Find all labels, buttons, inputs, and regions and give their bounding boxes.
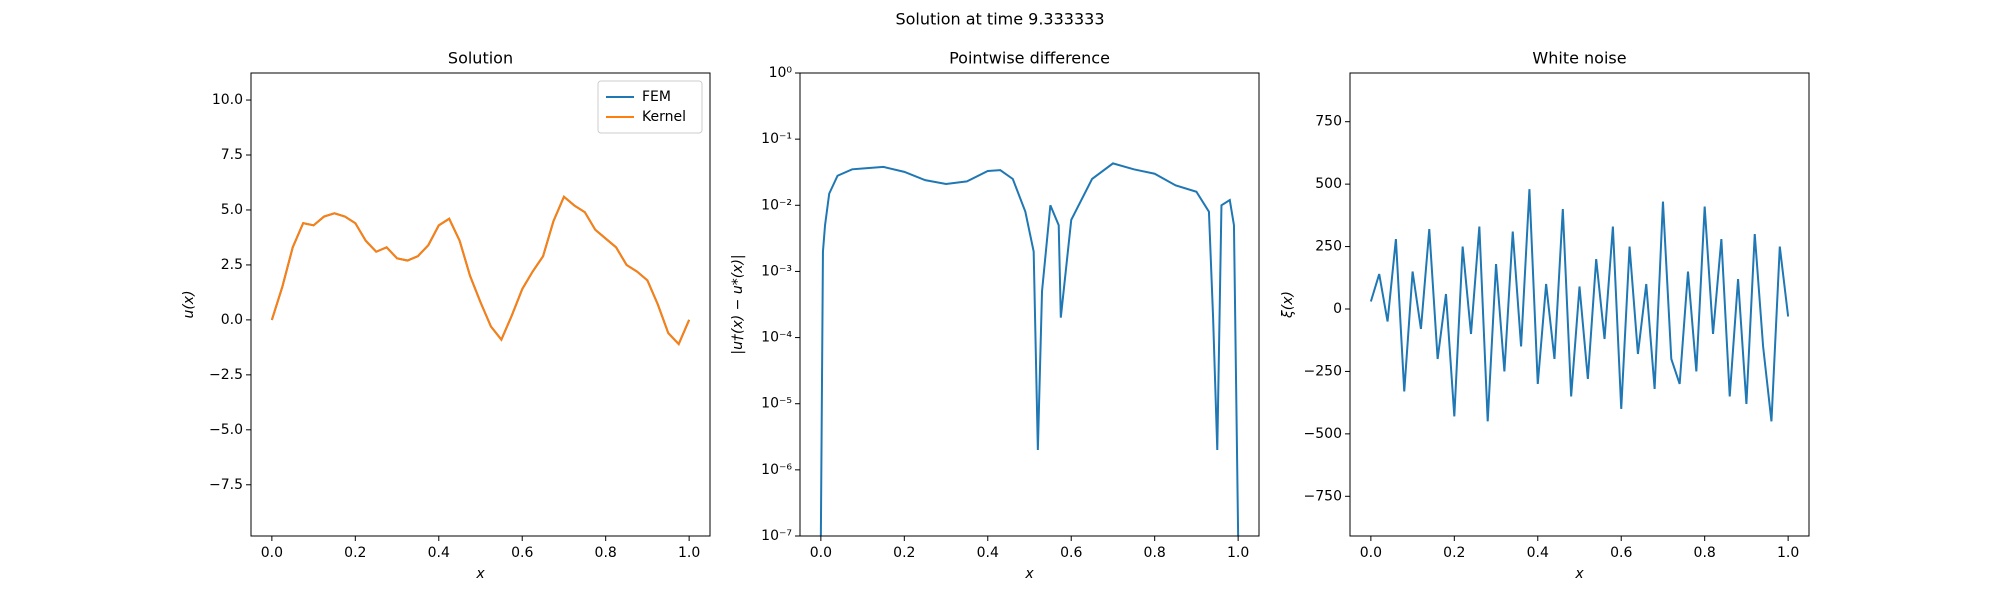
figure-title: Solution at time 9.333333	[895, 10, 1104, 29]
series-line	[270, 195, 691, 346]
y-tick-label: 10⁻³	[761, 263, 792, 279]
legend-label: Kernel	[642, 109, 686, 125]
y-tick-label: 10.0	[212, 92, 243, 108]
legend-box	[597, 80, 703, 134]
y-tick-label: 500	[1315, 176, 1342, 192]
y-tick-label: −750	[1304, 488, 1342, 504]
y-tick-label: −7.5	[209, 477, 243, 493]
x-tick-label: 0.4	[1527, 545, 1549, 561]
y-axis-label: u(x)	[181, 290, 197, 318]
y-tick-label: 10⁻⁷	[761, 528, 792, 544]
x-tick-label: 0.8	[595, 545, 617, 561]
y-tick-label: 0.0	[221, 312, 243, 328]
y-tick-label: 250	[1315, 239, 1342, 255]
x-tick-label: 0.6	[1610, 545, 1632, 561]
chart-title: Pointwise difference	[949, 49, 1110, 68]
x-tick-label: 0.0	[261, 545, 283, 561]
y-tick-label: 10⁰	[769, 65, 793, 81]
y-tick-label: −500	[1304, 426, 1342, 442]
chart-title: White noise	[1532, 49, 1626, 68]
x-tick-label: 0.8	[1144, 545, 1166, 561]
y-tick-label: −2.5	[209, 367, 243, 383]
axes-frame	[799, 72, 1260, 537]
x-tick-label: 0.6	[1060, 545, 1082, 561]
x-axis-label: x	[1024, 566, 1034, 582]
y-tick-label: −5.0	[209, 422, 243, 438]
x-tick-label: 1.0	[678, 545, 700, 561]
legend-label: FEM	[642, 89, 671, 105]
x-tick-label: 0.8	[1694, 545, 1716, 561]
y-tick-label: 10⁻⁶	[761, 462, 792, 478]
x-tick-label: 0.2	[1443, 545, 1465, 561]
x-tick-label: 0.0	[1360, 545, 1382, 561]
axes-frame	[250, 72, 711, 537]
y-tick-label: 10⁻¹	[761, 131, 792, 147]
y-tick-label: 10⁻²	[761, 197, 792, 213]
x-tick-label: 0.4	[977, 545, 999, 561]
x-tick-label: 0.4	[428, 545, 450, 561]
x-axis-label: x	[1574, 566, 1584, 582]
y-axis-label: |u†(x) − u*(x)|	[730, 254, 746, 354]
y-tick-label: 10⁻⁵	[761, 396, 792, 412]
y-tick-label: 5.0	[221, 202, 243, 218]
axes-frame	[1349, 72, 1810, 537]
y-tick-label: 2.5	[221, 257, 243, 273]
y-tick-label: 7.5	[221, 147, 243, 163]
chart-title: Solution	[448, 49, 513, 68]
series-line	[1369, 189, 1790, 422]
x-axis-label: x	[475, 566, 485, 582]
x-tick-label: 0.2	[893, 545, 915, 561]
x-tick-label: 1.0	[1227, 545, 1249, 561]
y-tick-label: 0	[1333, 301, 1342, 317]
y-axis-label: ξ(x)	[1280, 291, 1296, 319]
x-tick-label: 1.0	[1777, 545, 1799, 561]
y-tick-label: −250	[1304, 363, 1342, 379]
y-tick-label: 10⁻⁴	[761, 330, 792, 346]
y-tick-label: 750	[1315, 114, 1342, 130]
x-tick-label: 0.0	[810, 545, 832, 561]
series-line	[819, 162, 1240, 536]
x-tick-label: 0.2	[344, 545, 366, 561]
x-tick-label: 0.6	[511, 545, 533, 561]
